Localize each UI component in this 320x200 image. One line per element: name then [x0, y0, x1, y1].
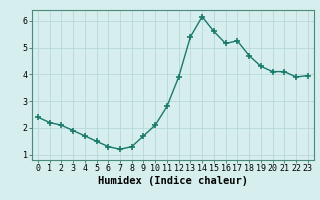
X-axis label: Humidex (Indice chaleur): Humidex (Indice chaleur) [98, 176, 248, 186]
